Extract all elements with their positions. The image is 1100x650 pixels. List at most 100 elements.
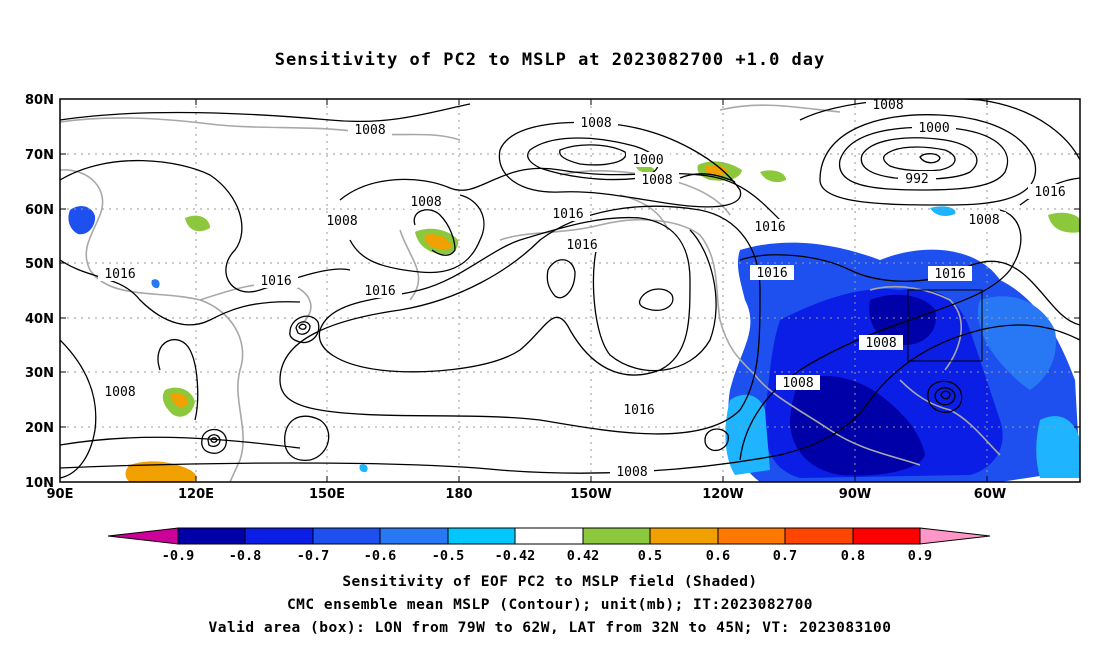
colorbar-swatch — [514, 527, 584, 545]
colorbar-label: 0.5 — [638, 548, 662, 564]
contour-label: 1016 — [560, 237, 604, 253]
shade-positive-2-core — [706, 164, 728, 176]
colorbar-swatch — [312, 527, 381, 545]
contour-label-text: 1016 — [104, 267, 135, 282]
mslp-contours — [60, 99, 1080, 479]
contour-label: 1016 — [98, 266, 142, 282]
contour-label: 1008 — [859, 335, 903, 351]
contour-label: 1016 — [254, 273, 298, 289]
lon-label-150e: 150E — [309, 487, 345, 502]
lon-label-120w: 120W — [702, 487, 743, 502]
contour-label-text: 1000 — [632, 153, 663, 168]
colorbar-swatch — [852, 527, 921, 545]
colorbar-label: -0.9 — [162, 548, 195, 564]
latitude-labels: 80N 70N 60N 50N 40N 30N 20N 10N — [25, 93, 54, 491]
contour-label-text: 1016 — [934, 267, 965, 282]
shade-negative-small-3 — [151, 279, 160, 289]
contour-label: 1000 — [912, 120, 956, 136]
shade-positive-3 — [760, 170, 786, 183]
lat-label-50n: 50N — [25, 257, 54, 272]
shade-negative-asia — [68, 206, 96, 235]
contour-label: 1016 — [1028, 184, 1072, 200]
contour-label: 1016 — [546, 206, 590, 222]
contour-label-text: 1016 — [623, 403, 654, 418]
contour-label: 1008 — [776, 375, 820, 391]
contour-label-text: 1000 — [918, 121, 949, 136]
shade-positive-5-core — [170, 392, 188, 408]
contour-label: 1000 — [626, 152, 670, 168]
contour-label: 1016 — [748, 219, 792, 235]
lon-label-120e: 120E — [178, 487, 214, 502]
caption-line-2: CMC ensemble mean MSLP (Contour); unit(m… — [286, 597, 814, 613]
axis-ticks — [60, 98, 1080, 482]
contour-label-text: 1008 — [104, 385, 135, 400]
colorbar-label: 0.42 — [567, 548, 600, 564]
colorbar-label: 0.8 — [841, 548, 865, 564]
contour-label: 1008 — [610, 464, 654, 480]
contour-label-text: 1016 — [754, 220, 785, 235]
contour-label-text: 1008 — [872, 98, 903, 113]
colorbar-swatch — [379, 527, 449, 545]
contour-label-text: 1008 — [968, 213, 999, 228]
colorbar-label: 0.9 — [908, 548, 932, 564]
lon-label-90e: 90E — [47, 487, 74, 502]
contour-label: 1008 — [635, 172, 679, 188]
colorbar-label: -0.6 — [364, 548, 397, 564]
colorbar-swatch — [244, 527, 314, 545]
lon-label-180: 180 — [445, 487, 472, 502]
contour-label-text: 1016 — [566, 238, 597, 253]
chart-title: Sensitivity of PC2 to MSLP at 2023082700… — [274, 50, 826, 70]
colorbar-label: -0.42 — [495, 548, 536, 564]
contour-label: 992 — [898, 171, 936, 187]
shade-negative-cyan — [725, 394, 770, 475]
contour-label: 1008 — [348, 122, 392, 138]
colorbar-swatch — [649, 527, 719, 545]
valid-area-box — [907, 289, 983, 362]
longitude-labels: 90E 120E 150E 180 150W 120W 90W 60W — [47, 487, 1007, 502]
contour-label — [88, 95, 89, 96]
shade-positive-8 — [636, 165, 655, 173]
shade-negative-small-2 — [359, 464, 368, 473]
contour-label: 1016 — [358, 283, 402, 299]
contour-label: 1008 — [404, 194, 448, 210]
grid-lines — [60, 99, 1080, 482]
lon-label-150w: 150W — [570, 487, 611, 502]
contour-label-text: 1016 — [260, 274, 291, 289]
map-panel: 1008 1008 1000 1008 1008 1016 1016 1016 … — [60, 95, 1080, 482]
colorbar-swatch — [582, 527, 651, 545]
caption-line-3: Valid area (box): LON from 79W to 62W, L… — [208, 620, 892, 636]
contour-label-text: 1008 — [410, 195, 441, 210]
contour-label: 1016 — [750, 265, 794, 281]
shade-positive-4 — [185, 215, 210, 232]
shade-negative-darkest-2 — [869, 294, 936, 345]
lon-label-90w: 90W — [839, 487, 871, 502]
contour-label: 1008 — [574, 115, 618, 131]
colorbar-label: -0.8 — [229, 548, 262, 564]
lat-label-30n: 30N — [25, 366, 54, 381]
lat-label-80n: 80N — [25, 93, 54, 108]
shading-layer — [68, 161, 1080, 482]
contour-label-text: 1016 — [364, 284, 395, 299]
contour-label: 1016 — [928, 266, 972, 282]
lon-label-60w: 60W — [974, 487, 1006, 502]
lat-label-70n: 70N — [25, 148, 54, 163]
contour-label: 1008 — [962, 212, 1006, 228]
contour-label-text: 1016 — [552, 207, 583, 222]
shade-negative-light — [977, 296, 1056, 390]
caption-line-1: Sensitivity of EOF PC2 to MSLP field (Sh… — [342, 574, 758, 590]
contour-label-text: 1008 — [782, 376, 813, 391]
colorbar-label: 0.6 — [706, 548, 730, 564]
contour-label-text: 1008 — [641, 173, 672, 188]
contour-label-layer: 1008 1008 1000 1008 1008 1016 1016 1016 … — [88, 95, 1072, 480]
contour-label-text: 1008 — [616, 465, 647, 480]
colorbar-label: 0.7 — [773, 548, 797, 564]
contour-label: 1008 — [866, 98, 910, 113]
map-frame — [59, 98, 1081, 483]
shade-positive-1-core — [424, 234, 452, 250]
lat-label-10n: 10N — [25, 476, 54, 491]
colorbar-swatch — [447, 527, 516, 545]
contour-label-text: 1008 — [354, 123, 385, 138]
contour-label-text: 1008 — [580, 116, 611, 131]
shade-positive-7 — [1048, 212, 1080, 233]
colorbar-swatch — [717, 527, 786, 545]
